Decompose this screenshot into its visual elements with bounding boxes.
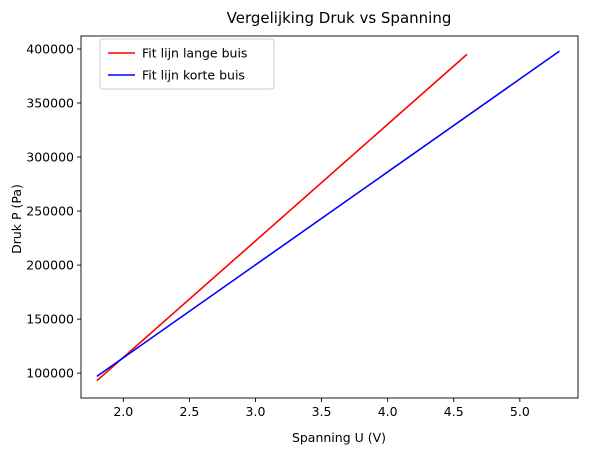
x-tick-label: 3.5 (312, 404, 332, 419)
x-tick-label: 4.5 (444, 404, 464, 419)
x-axis-label: Spanning U (V) (292, 430, 386, 445)
x-tick-label: 4.0 (378, 404, 398, 419)
y-tick-label: 300000 (26, 150, 74, 165)
plot-area (96, 50, 560, 382)
y-tick-label: 250000 (26, 204, 74, 219)
x-tick-label: 2.5 (179, 404, 199, 419)
y-tick-label: 150000 (26, 312, 74, 327)
series-line-0 (96, 53, 468, 382)
plot-frame (80, 35, 579, 399)
y-axis-label: Druk P (Pa) (9, 184, 24, 254)
y-tick-label: 400000 (26, 41, 74, 56)
legend-label-0: Fit lijn lange buis (142, 46, 247, 61)
legend: Fit lijn lange buis Fit lijn korte buis (99, 38, 275, 90)
axes: 2.0 2.5 3.0 3.5 4.0 4.5 5.0 100000 150000 200000 2… (26, 35, 579, 419)
series-line-1 (96, 50, 560, 378)
x-tick-label: 2.0 (113, 404, 133, 419)
y-tick-label: 100000 (26, 366, 74, 381)
x-tick-label: 5.0 (510, 404, 530, 419)
y-tick-label: 200000 (26, 258, 74, 273)
chart-title: Vergelijking Druk vs Spanning (227, 9, 452, 27)
legend-box (99, 38, 275, 90)
legend-label-1: Fit lijn korte buis (142, 68, 245, 83)
y-tick-label: 350000 (26, 95, 74, 110)
x-tick-label: 3.0 (246, 404, 266, 419)
